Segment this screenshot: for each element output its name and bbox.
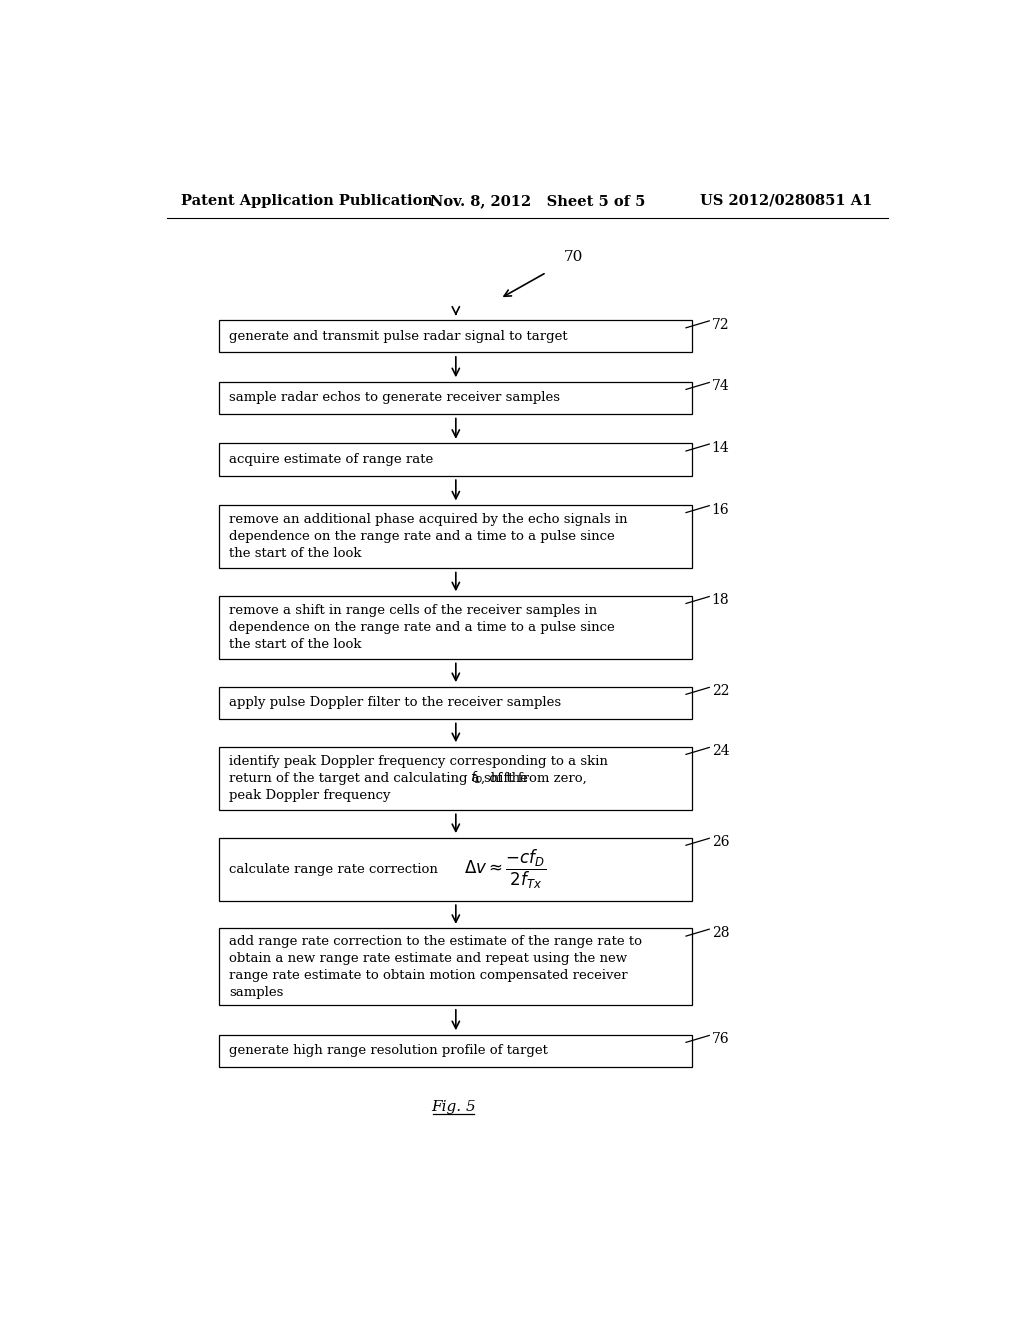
Text: acquire estimate of range rate: acquire estimate of range rate — [228, 453, 433, 466]
Text: obtain a new range rate estimate and repeat using the new: obtain a new range rate estimate and rep… — [228, 952, 627, 965]
Text: 70: 70 — [563, 249, 583, 264]
Bar — [219, 595, 692, 659]
Text: dependence on the range rate and a time to a pulse since: dependence on the range rate and a time … — [228, 620, 614, 634]
Text: remove an additional phase acquired by the echo signals in: remove an additional phase acquired by t… — [228, 513, 628, 527]
Text: remove a shift in range cells of the receiver samples in: remove a shift in range cells of the rec… — [228, 603, 597, 616]
Text: peak Doppler frequency: peak Doppler frequency — [228, 788, 390, 801]
Text: 16: 16 — [712, 503, 729, 516]
Text: 18: 18 — [712, 594, 729, 607]
Text: , of the: , of the — [481, 772, 528, 785]
Bar — [219, 747, 692, 810]
Bar — [219, 321, 692, 352]
Text: sample radar echos to generate receiver samples: sample radar echos to generate receiver … — [228, 391, 560, 404]
Bar — [219, 506, 692, 568]
Text: identify peak Doppler frequency corresponding to a skin: identify peak Doppler frequency correspo… — [228, 755, 607, 768]
Bar — [219, 838, 692, 900]
Text: the start of the look: the start of the look — [228, 638, 361, 651]
Text: Patent Application Publication: Patent Application Publication — [180, 194, 433, 207]
Text: 26: 26 — [712, 836, 729, 849]
Text: Nov. 8, 2012   Sheet 5 of 5: Nov. 8, 2012 Sheet 5 of 5 — [430, 194, 645, 207]
Text: Fig. 5: Fig. 5 — [431, 1100, 476, 1114]
Text: 74: 74 — [712, 379, 729, 393]
Bar — [219, 444, 692, 475]
Text: $f_D$: $f_D$ — [470, 770, 483, 787]
Text: 76: 76 — [712, 1032, 729, 1047]
Text: generate and transmit pulse radar signal to target: generate and transmit pulse radar signal… — [228, 330, 567, 343]
Text: samples: samples — [228, 986, 283, 999]
Text: generate high range resolution profile of target: generate high range resolution profile o… — [228, 1044, 548, 1057]
Text: 72: 72 — [712, 318, 729, 331]
Text: 24: 24 — [712, 744, 729, 758]
Bar — [219, 928, 692, 1006]
Text: return of the target and calculating a shift from zero,: return of the target and calculating a s… — [228, 772, 591, 785]
Text: range rate estimate to obtain motion compensated receiver: range rate estimate to obtain motion com… — [228, 969, 628, 982]
Text: the start of the look: the start of the look — [228, 546, 361, 560]
Bar — [219, 1035, 692, 1067]
Text: apply pulse Doppler filter to the receiver samples: apply pulse Doppler filter to the receiv… — [228, 696, 561, 709]
Text: $\Delta v \approx \dfrac{-cf_{D}}{2f_{Tx}}$: $\Delta v \approx \dfrac{-cf_{D}}{2f_{Tx… — [464, 847, 546, 891]
Text: US 2012/0280851 A1: US 2012/0280851 A1 — [700, 194, 872, 207]
Text: dependence on the range rate and a time to a pulse since: dependence on the range rate and a time … — [228, 529, 614, 543]
Text: 14: 14 — [712, 441, 729, 455]
Text: add range rate correction to the estimate of the range rate to: add range rate correction to the estimat… — [228, 935, 642, 948]
Bar — [219, 381, 692, 414]
Text: 28: 28 — [712, 927, 729, 940]
Text: calculate range rate correction: calculate range rate correction — [228, 862, 437, 875]
Bar — [219, 686, 692, 719]
Text: 22: 22 — [712, 684, 729, 698]
